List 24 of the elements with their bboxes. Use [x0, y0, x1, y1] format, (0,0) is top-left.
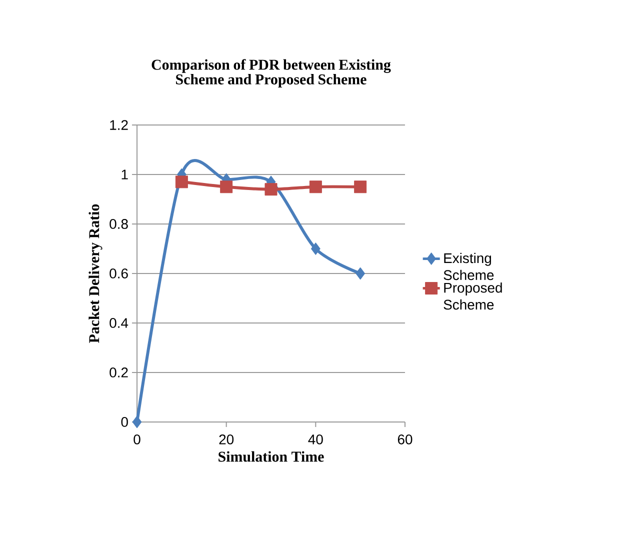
x-tick-label: 40	[308, 434, 323, 444]
y-tick-label: 1	[122, 170, 128, 180]
y-tick-label: 0.8	[110, 219, 128, 229]
x-axis-title: Simulation Time	[218, 451, 324, 462]
y-tick-label: 0	[121, 417, 128, 427]
y-axis-title: Packet Delivery Ratio	[88, 204, 102, 343]
y-tick-label: 0.6	[110, 268, 128, 278]
point	[132, 416, 142, 428]
x-tick-label: 0	[134, 434, 140, 444]
point	[310, 242, 320, 255]
point	[356, 267, 366, 280]
y-tick-label: 0.4	[110, 318, 128, 328]
legend-label: Proposed Scheme	[444, 282, 502, 310]
x-tick-label: 20	[219, 434, 234, 444]
point	[175, 176, 188, 188]
point	[354, 180, 367, 194]
point	[309, 180, 322, 194]
chart-title: Comparison of PDR between Existing Scheme and Proposed Scheme	[152, 59, 391, 88]
legend-label: Existing Scheme	[444, 252, 494, 280]
point	[220, 180, 233, 194]
y-tick-label: 1.2	[110, 120, 128, 130]
y-tick-label: 0.2	[110, 368, 128, 378]
x-tick-label: 60	[398, 434, 412, 444]
point	[264, 183, 278, 196]
